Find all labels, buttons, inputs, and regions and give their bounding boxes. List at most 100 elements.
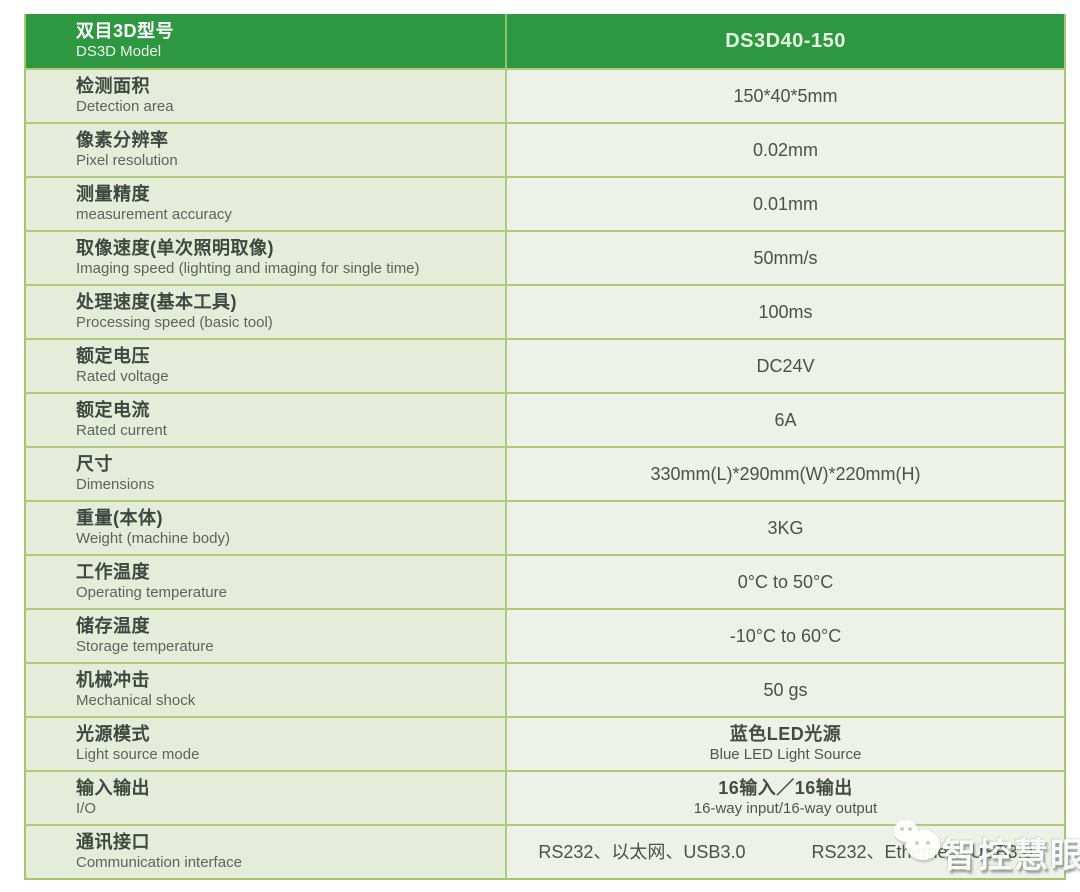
spec-label-en: Detection area: [76, 97, 174, 115]
spec-row-light-source-mode: 光源模式 Light source mode 蓝色LED光源 Blue LED …: [26, 716, 1064, 770]
spec-value: 150*40*5mm: [733, 85, 838, 106]
spec-label-cell: 额定电压 Rated voltage: [26, 340, 507, 392]
spec-row-dimensions: 尺寸 Dimensions 330mm(L)*290mm(W)*220mm(H): [26, 446, 1064, 500]
spec-label-zh: 额定电压: [76, 346, 150, 367]
spec-value: 6A: [774, 409, 797, 430]
spec-row-detection-area: 检测面积 Detection area 150*40*5mm: [26, 68, 1064, 122]
spec-value-cell: 50 gs: [507, 664, 1064, 716]
spec-value: 0.02mm: [752, 139, 819, 160]
spec-value: 3KG: [767, 517, 804, 538]
spec-row-operating-temperature: 工作温度 Operating temperature 0°C to 50°C: [26, 554, 1064, 608]
spec-value-cell: RS232、以太网、USB3.0 RS232、Ethernet、USB3.0: [507, 826, 1064, 878]
spec-label-en: Communication interface: [76, 853, 242, 871]
spec-label-cell: 储存温度 Storage temperature: [26, 610, 507, 662]
spec-value-cell: 100ms: [507, 286, 1064, 338]
spec-label-en: I/O: [76, 799, 97, 817]
spec-label-cell: 通讯接口 Communication interface: [26, 826, 507, 878]
spec-label-zh: 像素分辨率: [76, 130, 169, 151]
header-model-value-cell: DS3D40-150: [507, 14, 1064, 68]
spec-label-cell: 处理速度(基本工具) Processing speed (basic tool): [26, 286, 507, 338]
spec-label-cell: 测量精度 measurement accuracy: [26, 178, 507, 230]
spec-label-zh: 储存温度: [76, 616, 150, 637]
spec-value: -10°C to 60°C: [729, 625, 842, 646]
spec-label-cell: 光源模式 Light source mode: [26, 718, 507, 770]
spec-label-zh: 机械冲击: [76, 670, 150, 691]
spec-table: 双目3D型号 DS3D Model DS3D40-150 检测面积 Detect…: [24, 14, 1066, 880]
spec-value-cell: 330mm(L)*290mm(W)*220mm(H): [507, 448, 1064, 500]
header-label-en: DS3D Model: [76, 42, 162, 60]
spec-label-zh: 光源模式: [76, 724, 150, 745]
spec-row-rated-current: 额定电流 Rated current 6A: [26, 392, 1064, 446]
spec-value: 0°C to 50°C: [737, 571, 834, 592]
spec-value-sub: Blue LED Light Source: [709, 745, 862, 763]
spec-label-en: Dimensions: [76, 475, 155, 493]
spec-label-zh: 输入输出: [76, 778, 150, 799]
spec-row-processing-speed: 处理速度(基本工具) Processing speed (basic tool)…: [26, 284, 1064, 338]
spec-label-cell: 重量(本体) Weight (machine body): [26, 502, 507, 554]
spec-label-en: Rated voltage: [76, 367, 169, 385]
spec-label-en: Light source mode: [76, 745, 200, 763]
model-number: DS3D40-150: [725, 29, 846, 52]
spec-label-en: Pixel resolution: [76, 151, 178, 169]
spec-label-zh: 通讯接口: [76, 832, 150, 853]
spec-label-zh: 重量(本体): [76, 508, 163, 529]
spec-row-weight: 重量(本体) Weight (machine body) 3KG: [26, 500, 1064, 554]
spec-label-cell: 尺寸 Dimensions: [26, 448, 507, 500]
spec-label-en: Storage temperature: [76, 637, 214, 655]
table-header-row: 双目3D型号 DS3D Model DS3D40-150: [26, 14, 1064, 68]
spec-label-en: Imaging speed (lighting and imaging for …: [76, 259, 420, 277]
communication-values: RS232、以太网、USB3.0 RS232、Ethernet、USB3.0: [507, 841, 1064, 864]
spec-value: DC24V: [756, 355, 815, 376]
spec-value: 16输入／16输出: [718, 778, 853, 799]
spec-row-measurement-accuracy: 测量精度 measurement accuracy 0.01mm: [26, 176, 1064, 230]
spec-value-cell: 150*40*5mm: [507, 70, 1064, 122]
spec-label-en: Operating temperature: [76, 583, 227, 601]
spec-label-en: measurement accuracy: [76, 205, 232, 223]
spec-label-zh: 取像速度(单次照明取像): [76, 238, 274, 259]
spec-value: 100ms: [758, 301, 813, 322]
spec-value-cell: DC24V: [507, 340, 1064, 392]
spec-label-zh: 检测面积: [76, 76, 150, 97]
spec-value-cell: 0.02mm: [507, 124, 1064, 176]
spec-value-cell: 0°C to 50°C: [507, 556, 1064, 608]
spec-value-cell: 6A: [507, 394, 1064, 446]
spec-label-zh: 测量精度: [76, 184, 150, 205]
spec-row-communication-interface: 通讯接口 Communication interface RS232、以太网、U…: [26, 824, 1064, 878]
spec-label-en: Processing speed (basic tool): [76, 313, 273, 331]
spec-row-storage-temperature: 储存温度 Storage temperature -10°C to 60°C: [26, 608, 1064, 662]
spec-label-en: Rated current: [76, 421, 167, 439]
spec-label-cell: 输入输出 I/O: [26, 772, 507, 824]
spec-value: 蓝色LED光源: [729, 724, 842, 745]
spec-value-en: RS232、Ethernet、USB3.0: [811, 841, 1033, 862]
spec-label-cell: 工作温度 Operating temperature: [26, 556, 507, 608]
spec-value-cell: 50mm/s: [507, 232, 1064, 284]
spec-value: 330mm(L)*290mm(W)*220mm(H): [650, 463, 921, 484]
spec-label-cell: 额定电流 Rated current: [26, 394, 507, 446]
spec-value-cn: RS232、以太网、USB3.0: [538, 841, 746, 862]
spec-row-mechanical-shock: 机械冲击 Mechanical shock 50 gs: [26, 662, 1064, 716]
spec-label-cell: 像素分辨率 Pixel resolution: [26, 124, 507, 176]
spec-label-zh: 工作温度: [76, 562, 150, 583]
header-label-zh: 双目3D型号: [76, 21, 175, 42]
spec-label-cell: 取像速度(单次照明取像) Imaging speed (lighting and…: [26, 232, 507, 284]
spec-label-cell: 机械冲击 Mechanical shock: [26, 664, 507, 716]
spec-value-cell: 0.01mm: [507, 178, 1064, 230]
spec-value: 50mm/s: [753, 247, 818, 268]
spec-value: 0.01mm: [752, 193, 819, 214]
spec-value: 50 gs: [763, 679, 808, 700]
spec-label-en: Weight (machine body): [76, 529, 230, 547]
spec-value-cell: 蓝色LED光源 Blue LED Light Source: [507, 718, 1064, 770]
spec-row-io: 输入输出 I/O 16输入／16输出 16-way input/16-way o…: [26, 770, 1064, 824]
spec-row-pixel-resolution: 像素分辨率 Pixel resolution 0.02mm: [26, 122, 1064, 176]
spec-label-zh: 处理速度(基本工具): [76, 292, 237, 313]
spec-row-imaging-speed: 取像速度(单次照明取像) Imaging speed (lighting and…: [26, 230, 1064, 284]
spec-row-rated-voltage: 额定电压 Rated voltage DC24V: [26, 338, 1064, 392]
spec-label-en: Mechanical shock: [76, 691, 196, 709]
spec-label-cell: 检测面积 Detection area: [26, 70, 507, 122]
spec-label-zh: 额定电流: [76, 400, 150, 421]
header-model-label-cell: 双目3D型号 DS3D Model: [26, 14, 507, 68]
spec-value-sub: 16-way input/16-way output: [693, 799, 878, 817]
spec-value-cell: 3KG: [507, 502, 1064, 554]
spec-value-cell: -10°C to 60°C: [507, 610, 1064, 662]
spec-value-cell: 16输入／16输出 16-way input/16-way output: [507, 772, 1064, 824]
